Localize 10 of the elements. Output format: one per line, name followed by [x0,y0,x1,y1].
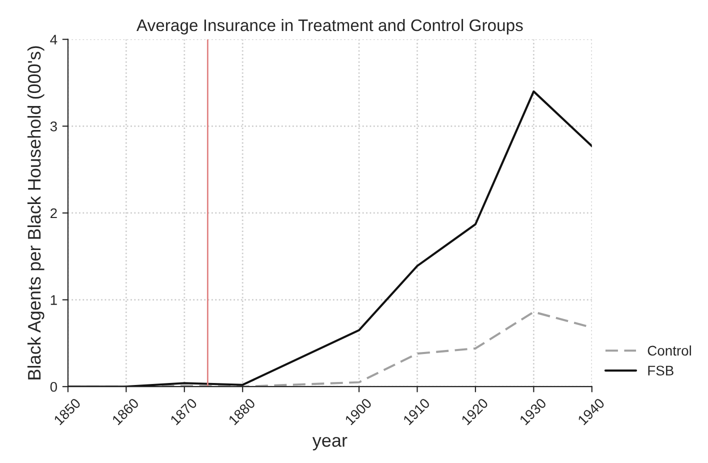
y-tick-label: 0 [50,382,58,392]
y-axis-title: Black Agents per Black Household (000's) [27,46,44,380]
y-tick-label: 1 [50,295,57,305]
legend-label: FSB [648,366,674,376]
y-tick-label: 4 [50,34,58,44]
y-tick-label: 3 [50,122,57,132]
y-tick-label: 2 [50,208,57,218]
legend-label: Control [648,345,691,356]
chart-title: Average Insurance in Treatment and Control Groups [136,18,523,34]
x-axis-title: year [312,436,348,450]
